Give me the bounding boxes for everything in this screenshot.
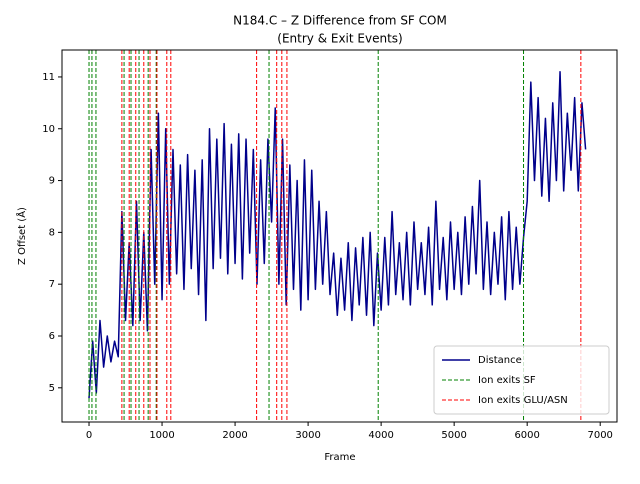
x-tick-label: 5000 bbox=[441, 430, 466, 441]
y-tick-label: 5 bbox=[49, 383, 55, 394]
chart-title: N184.C – Z Difference from SF COM bbox=[233, 14, 447, 28]
y-tick-label: 8 bbox=[49, 227, 55, 238]
y-tick-label: 11 bbox=[42, 72, 55, 83]
legend-label: Ion exits SF bbox=[478, 375, 536, 386]
y-axis-label: Z Offset (Å) bbox=[15, 207, 28, 265]
y-tick-label: 9 bbox=[49, 176, 55, 187]
plot-frame bbox=[61, 49, 618, 423]
y-tick-label: 10 bbox=[42, 124, 55, 135]
y-tick-label: 6 bbox=[49, 331, 55, 342]
x-axis-label: Frame bbox=[324, 452, 355, 463]
legend-box bbox=[433, 345, 610, 415]
x-tick-label: 3000 bbox=[295, 430, 320, 441]
chart-subtitle: (Entry & Exit Events) bbox=[277, 32, 402, 46]
x-tick-label: 6000 bbox=[514, 430, 539, 441]
x-tick-label: 2000 bbox=[222, 430, 247, 441]
x-tick-label: 1000 bbox=[149, 430, 174, 441]
legend-label: Distance bbox=[478, 355, 522, 366]
data-line bbox=[88, 71, 587, 399]
y-tick-label: 7 bbox=[49, 279, 55, 290]
x-tick-label: 4000 bbox=[368, 430, 393, 441]
legend-label: Ion exits GLU/ASN bbox=[478, 395, 568, 406]
x-tick-label: 0 bbox=[86, 430, 92, 441]
x-tick-label: 7000 bbox=[587, 430, 612, 441]
